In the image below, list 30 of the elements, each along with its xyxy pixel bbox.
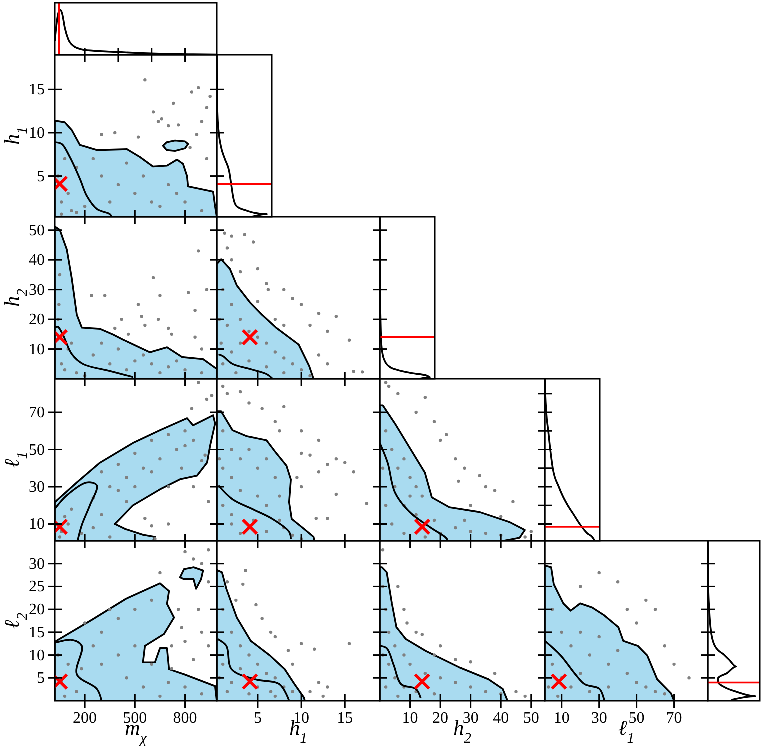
x-tick-label: 70 bbox=[666, 710, 682, 727]
x-tick-label: 800 bbox=[173, 710, 198, 727]
y-tick-label: 10 bbox=[29, 124, 45, 142]
y-tick-label: 25 bbox=[29, 578, 45, 596]
y-tick-label: 40 bbox=[29, 252, 45, 270]
y-tick-label: 30 bbox=[29, 556, 45, 573]
y-tick-label: 30 bbox=[29, 479, 45, 496]
y-tick-label: 5 bbox=[37, 670, 45, 688]
x-tick-label: 30 bbox=[462, 710, 479, 727]
x-tick-label: 10 bbox=[402, 710, 418, 727]
x-tick-label: 40 bbox=[493, 710, 510, 727]
x-tick-label: 20 bbox=[432, 710, 449, 727]
y-tick-label: 15 bbox=[29, 82, 45, 99]
y-tick-label: 10 bbox=[29, 647, 45, 664]
y-tick-label: 10 bbox=[29, 516, 45, 534]
y-tick-label: 20 bbox=[29, 602, 45, 619]
x-tick-label: 10 bbox=[554, 710, 570, 727]
y-tick-label: 15 bbox=[29, 624, 45, 642]
y-tick-label: 20 bbox=[29, 312, 45, 329]
y-tick-label: 70 bbox=[29, 404, 45, 422]
y-tick-label: 30 bbox=[29, 282, 45, 299]
y-tick-label: 10 bbox=[29, 341, 45, 358]
x-tick-label: 15 bbox=[337, 710, 354, 727]
x-tick-label: 30 bbox=[591, 710, 608, 727]
y-tick-label: 50 bbox=[29, 222, 45, 240]
x-tick-label: 50 bbox=[523, 710, 540, 727]
x-tick-label: 200 bbox=[73, 710, 98, 727]
y-tick-label: 5 bbox=[37, 168, 45, 186]
y-tick-label: 50 bbox=[29, 442, 45, 459]
x-tick-label: 5 bbox=[254, 710, 262, 727]
